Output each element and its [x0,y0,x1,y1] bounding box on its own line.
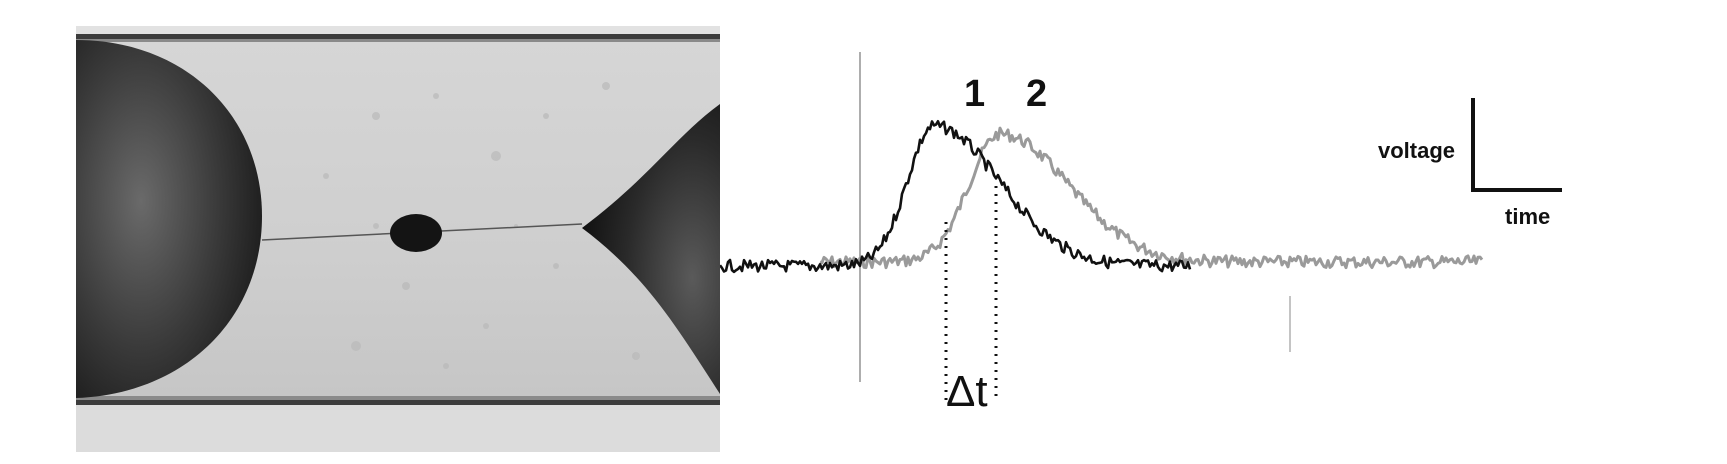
voltage-trace-panel: 1 2 Δt voltage time [720,0,1727,464]
microchannel-droplet-photo-icon [76,26,720,452]
trace-plot: 1 2 Δt voltage time [720,52,1562,416]
trace-1-label: 1 [964,73,985,115]
scale-bar [1471,98,1562,192]
micrograph-panel [76,26,720,452]
trace-1-line [720,120,1192,274]
scale-time-label: time [1505,204,1550,229]
scale-voltage-label: voltage [1378,138,1455,163]
trace-2-label: 2 [1026,73,1047,115]
trace-2-line [819,126,1484,270]
delta-t-label: Δt [946,367,988,416]
